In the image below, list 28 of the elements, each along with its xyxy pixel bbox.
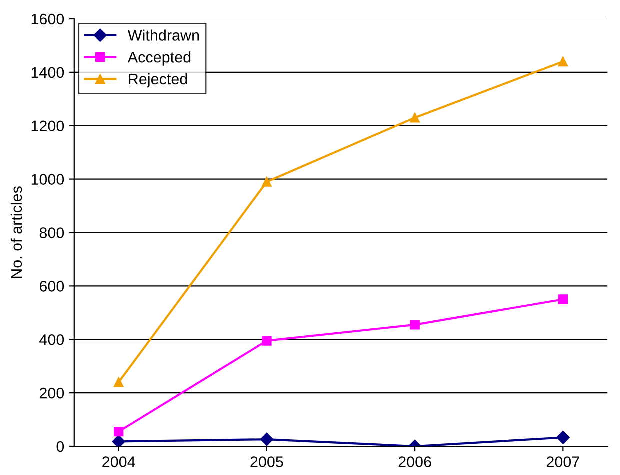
x-tick-label: 2005 [250,456,284,468]
x-tick-label: 2006 [398,456,432,468]
y-tick-label: 1200 [32,120,64,132]
point [260,432,274,446]
point [114,378,124,388]
point [262,336,272,346]
y-tick-label: 400 [40,334,64,346]
y-tick-label: 800 [40,228,64,238]
point [262,177,272,187]
y-tick-label: 1400 [32,67,64,78]
legend-label: Withdrawn [128,30,200,41]
y-axis-title: No. of articles [10,186,22,278]
x-tick-label: 2004 [102,456,136,468]
point [558,294,568,304]
y-tick-label: 1600 [32,14,64,25]
y-tick-label: 1000 [32,174,64,185]
point [558,56,568,67]
point [114,426,124,437]
legend-label: Rejected [129,73,188,88]
point [410,320,420,330]
point [556,431,570,444]
y-tick-label: 200 [40,388,64,399]
point [112,435,126,446]
legend-label: Accepted [128,52,191,66]
point [410,113,420,123]
y-tick-label: 0 [56,441,64,452]
x-tick-label: 2007 [546,456,580,468]
y-tick-label: 600 [40,281,64,292]
